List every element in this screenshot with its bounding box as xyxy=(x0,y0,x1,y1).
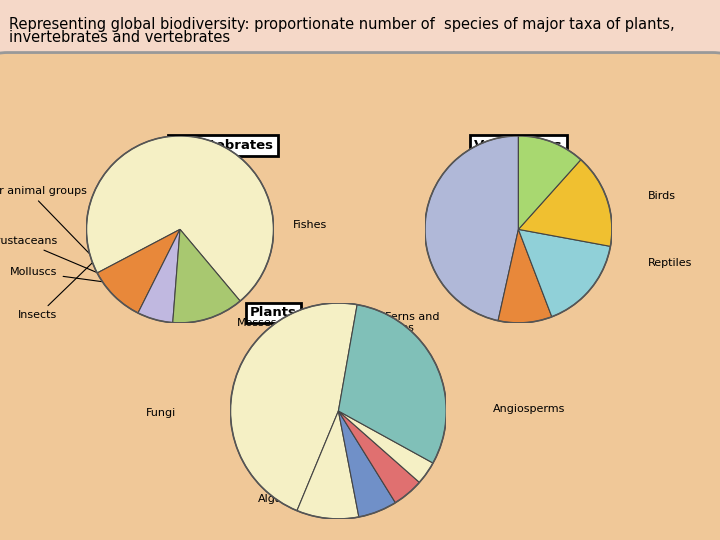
Text: Algae: Algae xyxy=(258,495,289,504)
Text: Representing global biodiversity: proportionate number of  species of major taxa: Representing global biodiversity: propor… xyxy=(9,17,674,32)
Wedge shape xyxy=(498,230,552,323)
Text: Crustaceans: Crustaceans xyxy=(0,237,151,296)
Wedge shape xyxy=(518,230,611,317)
FancyBboxPatch shape xyxy=(0,52,720,540)
Text: Vertebrates: Vertebrates xyxy=(474,139,563,152)
Text: Insects: Insects xyxy=(18,163,195,320)
Text: Angiosperms: Angiosperms xyxy=(493,403,566,414)
Wedge shape xyxy=(338,411,420,503)
Text: Invertebrates: Invertebrates xyxy=(172,139,274,152)
Text: Reptiles: Reptiles xyxy=(648,258,693,268)
Text: Birds: Birds xyxy=(648,191,676,201)
Wedge shape xyxy=(138,230,180,323)
Text: Fishes: Fishes xyxy=(293,220,328,229)
Wedge shape xyxy=(338,411,433,482)
Wedge shape xyxy=(425,136,518,321)
Text: Molluscs: Molluscs xyxy=(10,267,204,297)
Wedge shape xyxy=(173,230,240,323)
Text: Amphibians: Amphibians xyxy=(485,308,552,318)
Wedge shape xyxy=(338,411,395,517)
Text: Mosses: Mosses xyxy=(237,318,277,328)
Text: Other animal groups: Other animal groups xyxy=(0,186,112,276)
Text: Plants: Plants xyxy=(250,307,297,320)
Wedge shape xyxy=(230,303,357,511)
Text: Mammals: Mammals xyxy=(482,145,536,156)
Wedge shape xyxy=(518,160,612,246)
Text: Fungi: Fungi xyxy=(146,408,176,418)
Text: Lichens: Lichens xyxy=(354,495,395,504)
Wedge shape xyxy=(97,230,180,313)
Text: invertebrates and vertebrates: invertebrates and vertebrates xyxy=(9,30,230,45)
Wedge shape xyxy=(86,136,274,301)
Wedge shape xyxy=(338,305,446,463)
Text: Ferns and
allies: Ferns and allies xyxy=(385,312,440,333)
Wedge shape xyxy=(518,136,581,230)
Wedge shape xyxy=(297,411,359,519)
